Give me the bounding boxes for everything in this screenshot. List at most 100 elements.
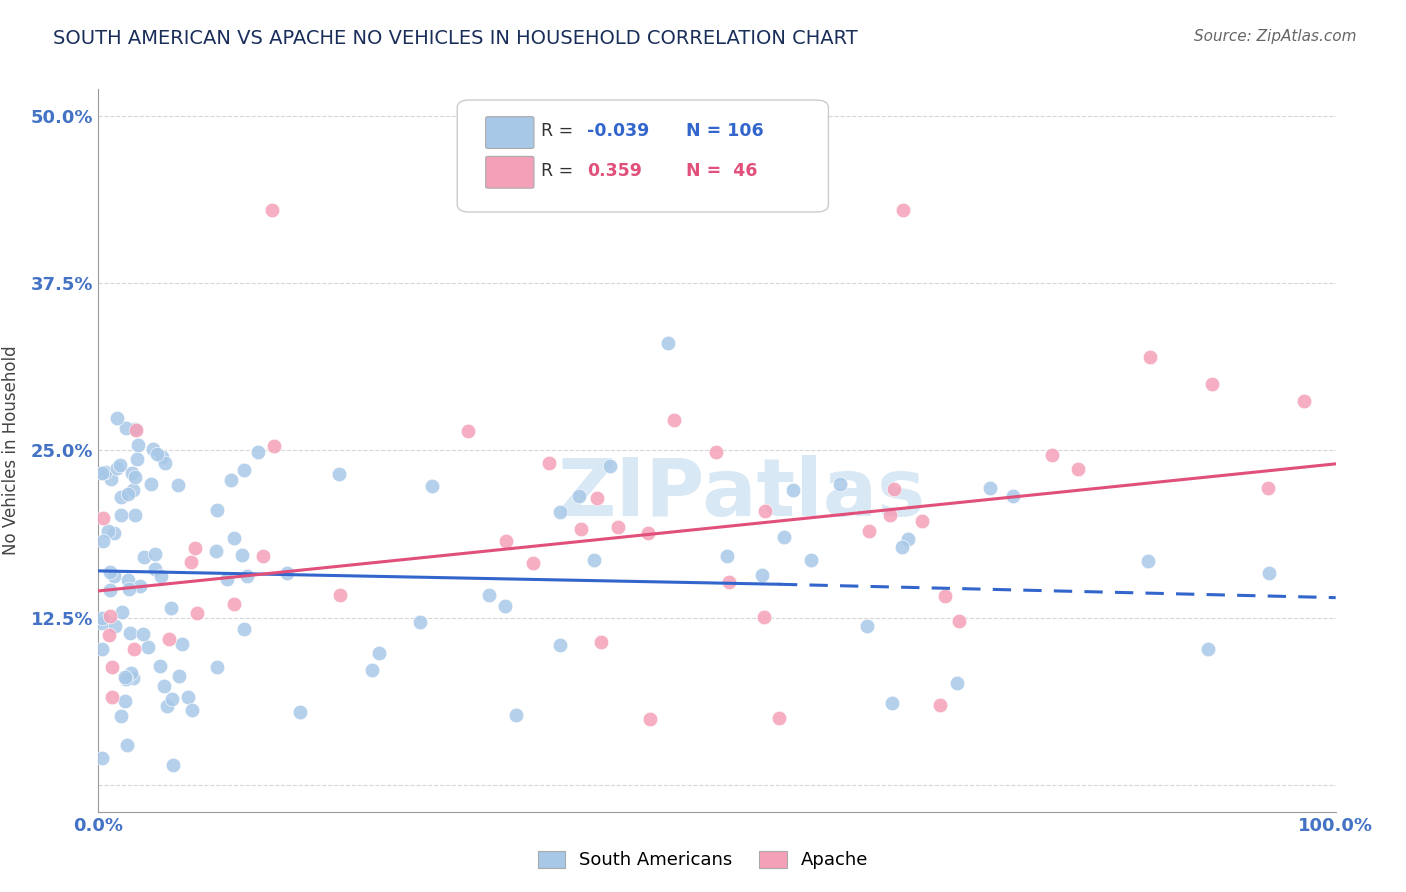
Point — [367, 647, 389, 661]
Point — [167, 477, 190, 491]
Point — [160, 601, 183, 615]
Point — [231, 548, 253, 562]
Point — [91, 534, 114, 549]
Point — [150, 568, 173, 582]
Point — [121, 466, 143, 480]
Point — [121, 483, 143, 497]
Point — [162, 758, 184, 772]
Point — [800, 553, 823, 567]
Point — [586, 491, 609, 505]
Legend: South Americans, Apache: South Americans, Apache — [529, 842, 877, 879]
Point — [1139, 350, 1161, 364]
Point — [215, 572, 238, 586]
Point — [599, 459, 621, 474]
Point — [114, 421, 136, 435]
Point — [205, 503, 228, 517]
Point — [148, 659, 170, 673]
Text: N =  46: N = 46 — [686, 161, 758, 180]
Point — [177, 690, 200, 704]
Point — [115, 738, 138, 752]
Point — [252, 549, 274, 563]
FancyBboxPatch shape — [485, 156, 534, 188]
Point — [571, 522, 593, 536]
Point — [105, 461, 128, 475]
Point — [718, 574, 741, 589]
Point — [180, 703, 202, 717]
Point — [105, 411, 128, 425]
Point — [883, 482, 905, 496]
Point — [118, 582, 141, 596]
Point — [589, 635, 612, 649]
Point — [522, 556, 544, 570]
Point — [752, 610, 775, 624]
Point — [224, 531, 246, 545]
Point — [125, 452, 148, 467]
Point — [124, 470, 146, 484]
Point — [979, 481, 1001, 495]
Point — [288, 705, 311, 719]
Point — [538, 456, 561, 470]
Point — [98, 565, 121, 579]
Point — [180, 555, 202, 569]
Point — [548, 639, 571, 653]
Point — [607, 519, 630, 533]
Point — [782, 483, 804, 498]
Point — [222, 597, 245, 611]
Point — [132, 550, 155, 565]
Point — [706, 444, 728, 458]
Point — [233, 623, 256, 637]
Text: R =: R = — [541, 122, 579, 140]
Point — [110, 508, 132, 523]
Point — [329, 588, 352, 602]
Point — [247, 445, 270, 459]
Point — [110, 709, 132, 723]
Point — [457, 424, 479, 438]
Point — [132, 626, 155, 640]
Point — [114, 694, 136, 708]
Point — [91, 615, 114, 630]
Point — [948, 614, 970, 628]
Text: SOUTH AMERICAN VS APACHE NO VEHICLES IN HOUSEHOLD CORRELATION CHART: SOUTH AMERICAN VS APACHE NO VEHICLES IN … — [53, 29, 858, 47]
Point — [91, 466, 114, 480]
Point — [121, 671, 143, 685]
Text: ZIPatlas: ZIPatlas — [558, 455, 927, 533]
Point — [772, 530, 794, 544]
Point — [100, 472, 122, 486]
FancyBboxPatch shape — [457, 100, 828, 212]
Point — [662, 413, 685, 427]
Point — [146, 447, 169, 461]
Point — [114, 670, 136, 684]
Point — [124, 642, 146, 657]
Point — [101, 660, 124, 674]
Point — [897, 532, 920, 546]
Point — [657, 336, 679, 351]
Point — [172, 637, 194, 651]
Point — [828, 476, 851, 491]
Point — [478, 588, 501, 602]
Text: -0.039: -0.039 — [588, 122, 650, 140]
Point — [420, 479, 443, 493]
Point — [945, 675, 967, 690]
Point — [1258, 566, 1281, 580]
Text: 0.359: 0.359 — [588, 161, 643, 180]
Point — [125, 423, 148, 437]
Point — [98, 583, 121, 598]
Point — [143, 561, 166, 575]
Point — [879, 508, 901, 522]
Point — [127, 438, 149, 452]
Point — [505, 708, 527, 723]
Point — [1067, 462, 1090, 476]
Point — [263, 439, 285, 453]
Point — [117, 573, 139, 587]
Point — [98, 628, 121, 642]
Point — [184, 541, 207, 555]
Point — [104, 618, 127, 632]
Point — [141, 477, 163, 491]
Point — [108, 458, 131, 473]
Point — [157, 632, 180, 647]
Point — [101, 690, 124, 705]
Point — [207, 660, 229, 674]
Point — [1257, 481, 1279, 495]
Point — [495, 533, 517, 548]
Point — [98, 609, 121, 624]
